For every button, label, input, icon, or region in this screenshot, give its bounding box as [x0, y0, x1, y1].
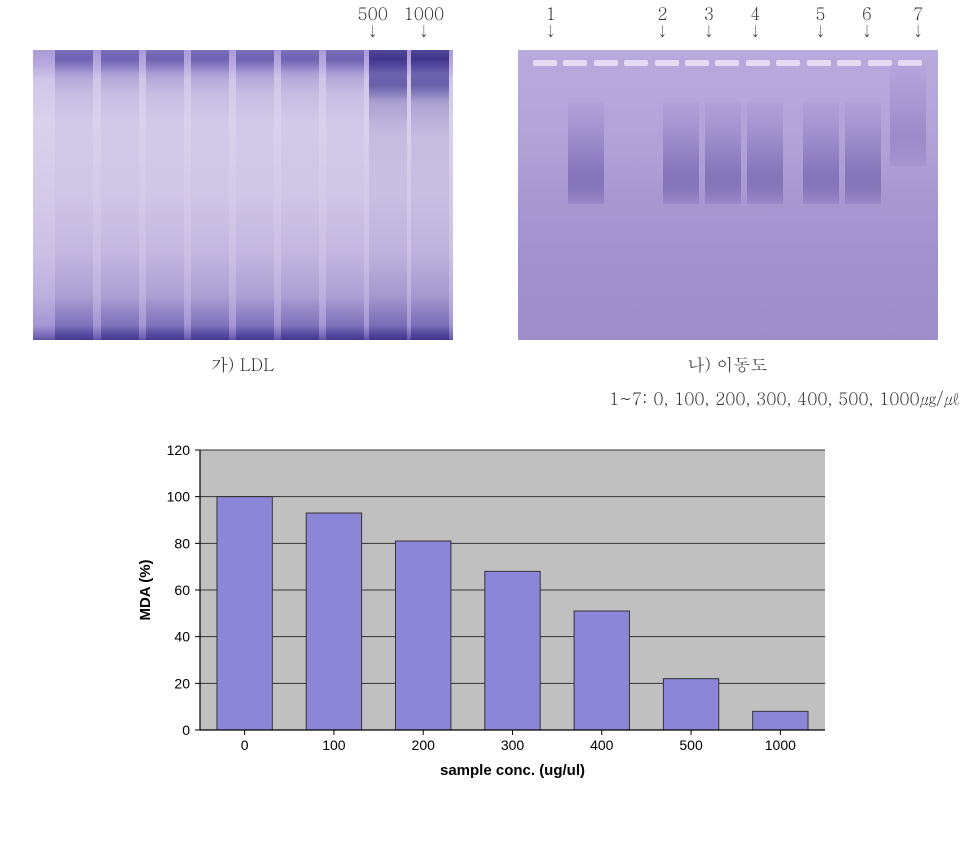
gel-b-lane: [890, 65, 926, 167]
gel-well: [624, 60, 648, 66]
top-gel-row: 500↓ 1000↓ 가) LDL 1↓ 2↓ 3↓ 4↓ 5↓ 6↓ 7↓ 나) 이동도: [0, 0, 970, 376]
y-tick-label: 100: [167, 489, 191, 505]
down-arrow-icon: ↓: [913, 23, 924, 37]
gel-a-lane: [281, 50, 319, 340]
down-arrow-icon: ↓: [367, 23, 378, 37]
gel-a-lane: [191, 50, 229, 340]
gel-a-lane: [236, 50, 274, 340]
gel-a-lane: [326, 50, 364, 340]
gel-b-lane: [845, 102, 881, 204]
gel-a-lane: [55, 50, 93, 340]
gel-b-lane-label: 2↓: [657, 5, 668, 37]
panel-a-labels: 500↓ 1000↓: [10, 5, 475, 50]
gel-b-well-row: [518, 60, 938, 68]
gel-well: [715, 60, 739, 66]
down-arrow-icon: ↓: [419, 23, 430, 37]
down-arrow-icon: ↓: [862, 23, 873, 37]
x-tick-label: 200: [412, 737, 436, 753]
gel-b-lane-label: 5↓: [815, 5, 826, 37]
mda-chart: 0 20 40 60 80 100 120 0 100 200 300 400 500 1000 MDA (…: [125, 435, 845, 795]
gel-image-b: [518, 50, 938, 340]
y-tick-label: 80: [174, 535, 190, 551]
x-tick-label: 0: [241, 737, 249, 753]
bar: [306, 513, 361, 730]
gel-b-lane: [568, 102, 604, 204]
bar: [663, 679, 718, 730]
panel-a-caption: 가) LDL: [211, 352, 274, 376]
gel-well: [868, 60, 892, 66]
gel-b-lane-label: 7↓: [913, 5, 924, 37]
bar: [753, 711, 808, 730]
x-tick-label: 400: [590, 737, 614, 753]
y-tick-label: 60: [174, 582, 190, 598]
gel-a-lane: [146, 50, 184, 340]
x-axis-label: sample conc. (ug/ul): [440, 762, 585, 779]
down-arrow-icon: ↓: [546, 23, 557, 37]
gel-b-lane-label: 1↓: [546, 5, 557, 37]
panel-mobility: 1↓ 2↓ 3↓ 4↓ 5↓ 6↓ 7↓ 나) 이동도: [495, 5, 960, 376]
gel-image-a: [33, 50, 453, 340]
gel-b-lane: [803, 102, 839, 204]
gel-well: [655, 60, 679, 66]
y-axis-label: MDA (%): [137, 559, 154, 620]
panel-b-labels: 1↓ 2↓ 3↓ 4↓ 5↓ 6↓ 7↓: [495, 5, 960, 50]
y-tick-label: 120: [167, 442, 191, 458]
gel-a-lane: [369, 50, 407, 340]
gel-well: [776, 60, 800, 66]
gel-b-lane-label: 4↓: [750, 5, 761, 37]
gel-well: [594, 60, 618, 66]
gel-well: [685, 60, 709, 66]
y-tick-label: 20: [174, 675, 190, 691]
down-arrow-icon: ↓: [704, 23, 715, 37]
gel-a-lane: [101, 50, 139, 340]
gel-b-lane: [747, 102, 783, 204]
y-tick-label: 40: [174, 629, 190, 645]
down-arrow-icon: ↓: [815, 23, 826, 37]
gel-b-lane-label: 3↓: [704, 5, 715, 37]
bar: [485, 571, 540, 730]
panel-ldl: 500↓ 1000↓ 가) LDL: [10, 5, 475, 376]
gel-well: [837, 60, 861, 66]
x-tick-label: 100: [322, 737, 346, 753]
gel-a-lane-label: 1000↓: [404, 5, 445, 37]
gel-well: [807, 60, 831, 66]
gel-b-lane: [663, 102, 699, 204]
bar: [574, 611, 629, 730]
bar-chart-svg: 0 20 40 60 80 100 120 0 100 200 300 400 500 1000 MDA (…: [125, 435, 845, 795]
down-arrow-icon: ↓: [657, 23, 668, 37]
x-tick-label: 500: [679, 737, 703, 753]
gel-a-lane: [411, 50, 449, 340]
x-tick-label: 1000: [765, 737, 796, 753]
panel-b-subcaption: 1~7: 0, 100, 200, 300, 400, 500, 1000㎍/㎕: [0, 386, 970, 410]
gel-a-lane-label: 500↓: [357, 5, 387, 37]
gel-b-lane-label: 6↓: [862, 5, 873, 37]
gel-well: [746, 60, 770, 66]
panel-b-caption: 나) 이동도: [687, 352, 767, 376]
x-tick-label: 300: [501, 737, 525, 753]
gel-b-lane: [705, 102, 741, 204]
bar: [217, 497, 272, 730]
gel-well: [533, 60, 557, 66]
bar: [396, 541, 451, 730]
gel-well: [563, 60, 587, 66]
down-arrow-icon: ↓: [750, 23, 761, 37]
y-tick-label: 0: [182, 722, 190, 738]
